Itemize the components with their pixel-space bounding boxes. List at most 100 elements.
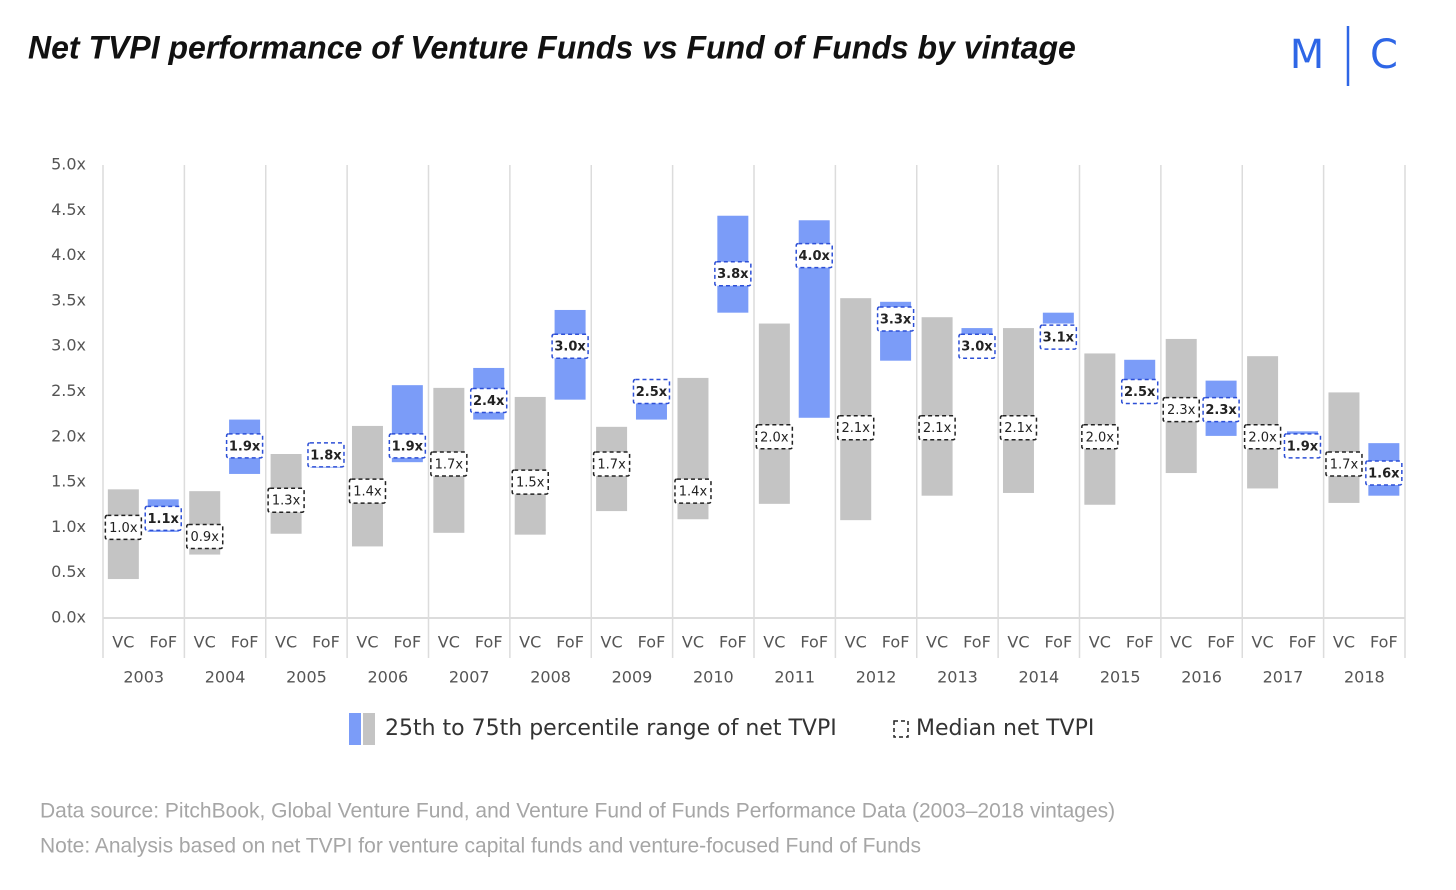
median-box [958,333,996,359]
year-label: 2011 [774,668,815,687]
year-label: 2007 [449,668,490,687]
series-tick-label: FoF [882,633,910,652]
series-tick-label: VC [519,633,541,652]
series-tick-label: VC [845,633,867,652]
series-tick-label: FoF [800,633,828,652]
median-box [1202,396,1240,423]
range-bar [1124,359,1156,383]
range-bar [758,323,790,504]
median-box [225,433,264,459]
median-box [1162,396,1200,423]
series-tick-label: FoF [719,633,747,652]
y-tick-label: 1.0x [51,517,86,536]
year-label: 2008 [530,668,571,687]
median-label: 1.7x [597,457,626,472]
series-tick-label: FoF [556,633,584,652]
series-tick-label: VC [438,633,460,652]
median-box [918,414,956,441]
median-label: 2.1x [1004,421,1033,436]
median-box [674,478,712,504]
median-box [430,451,468,477]
median-label: 1.5x [516,476,545,491]
median-box [1120,378,1159,405]
median-label: 2.5x [1124,385,1156,400]
y-tick-label: 0.5x [51,562,86,581]
series-tick-label: VC [356,633,378,652]
median-box [104,514,143,541]
legend-label: 25th to 75th percentile range of net TVP… [385,716,837,741]
median-label: 3.0x [961,340,993,355]
year-label: 2004 [205,668,246,687]
series-tick-label: VC [601,633,623,652]
range-bar [921,317,953,496]
series-tick-label: VC [1170,633,1192,652]
year-label: 2015 [1100,668,1141,687]
median-label: 0.9x [191,530,220,545]
median-label: 3.1x [1043,331,1075,346]
series-tick-label: FoF [394,633,422,652]
median-label: 2.1x [842,421,871,436]
median-box [1081,424,1119,450]
footnote: Note: Analysis based on net TVPI for ven… [40,835,921,858]
median-label: 2.3x [1205,403,1237,418]
legend-swatch-median [893,720,909,738]
range-bar [840,298,872,521]
series-tick-label: VC [926,633,948,652]
median-label: 1.9x [392,439,424,454]
median-box [307,442,345,468]
median-label: 1.8x [310,448,342,463]
year-label: 2016 [1181,668,1222,687]
y-tick-label: 0.0x [51,608,86,627]
chart-title: Net TVPI performance of Venture Funds vs… [28,29,1076,65]
range-bar [514,396,546,535]
legend-label: Median net TVPI [916,716,1094,741]
logo-left: M [1290,32,1325,78]
median-label: 1.4x [353,485,382,500]
median-box [876,306,915,332]
median-label: 2.3x [1167,403,1196,418]
legend-swatch-vc [363,713,375,745]
y-tick-label: 3.5x [51,290,86,309]
median-box [714,260,752,287]
year-label: 2005 [286,668,327,687]
year-label: 2006 [367,668,408,687]
median-box [1325,451,1363,477]
series-tick-label: VC [1333,633,1355,652]
series-tick-label: VC [275,633,297,652]
median-box [999,414,1038,441]
median-label: 1.9x [1287,439,1319,454]
median-box [511,469,549,495]
series-tick-label: VC [1089,633,1111,652]
median-box [469,387,508,414]
median-box [348,478,387,504]
year-label: 2009 [612,668,653,687]
median-label: 2.5x [636,385,668,400]
median-label: 3.3x [880,313,912,328]
series-tick-label: FoF [231,633,259,652]
series-tick-label: FoF [963,633,991,652]
year-label: 2017 [1263,668,1304,687]
median-label: 1.6x [1368,467,1400,482]
year-label: 2013 [937,668,978,687]
median-box [1283,433,1322,459]
median-box [795,242,833,269]
series-tick-label: FoF [1045,633,1073,652]
series-tick-label: VC [112,633,134,652]
median-label: 1.1x [148,512,180,527]
range-bar [1042,312,1074,324]
range-bar [1002,328,1034,493]
year-label: 2010 [693,668,734,687]
series-tick-label: FoF [149,633,177,652]
series-tick-label: VC [1252,633,1274,652]
median-box [592,451,631,477]
median-box [1243,424,1282,450]
median-label: 1.4x [679,485,708,500]
range-bar [1247,356,1279,489]
y-tick-label: 3.0x [51,336,86,355]
median-box [1039,324,1078,350]
median-box [551,333,589,359]
year-label: 2003 [123,668,164,687]
median-label: 1.7x [1330,457,1359,472]
legend-swatch-fof [349,713,361,745]
